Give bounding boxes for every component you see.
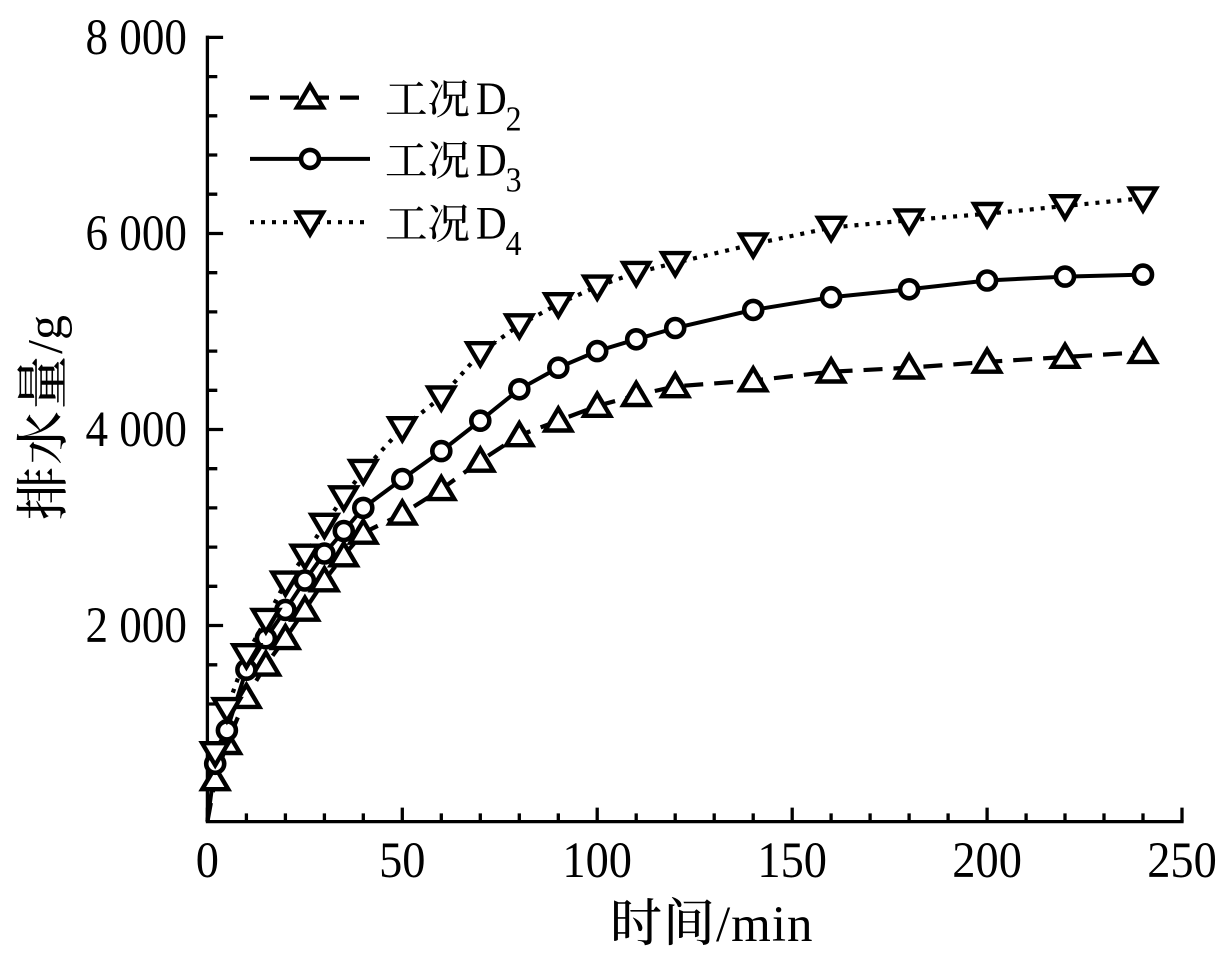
svg-text:4 000: 4 000 [85, 402, 187, 458]
svg-text:2: 2 [506, 100, 522, 139]
svg-text:/g: /g [17, 315, 73, 354]
svg-text:/min: /min [716, 897, 814, 953]
svg-text:2 000: 2 000 [85, 598, 187, 654]
svg-text:100: 100 [562, 832, 632, 888]
svg-text:150: 150 [757, 832, 827, 888]
svg-text:250: 250 [1147, 832, 1217, 888]
svg-text:D: D [476, 72, 507, 124]
svg-text:4: 4 [506, 225, 522, 264]
svg-text:3: 3 [506, 161, 522, 200]
svg-text:8 000: 8 000 [85, 10, 187, 66]
svg-text:0: 0 [196, 832, 219, 888]
svg-text:D: D [476, 133, 507, 185]
svg-text:6 000: 6 000 [85, 206, 187, 262]
svg-text:D: D [476, 197, 507, 249]
svg-text:50: 50 [379, 832, 425, 888]
svg-text:200: 200 [952, 832, 1022, 888]
